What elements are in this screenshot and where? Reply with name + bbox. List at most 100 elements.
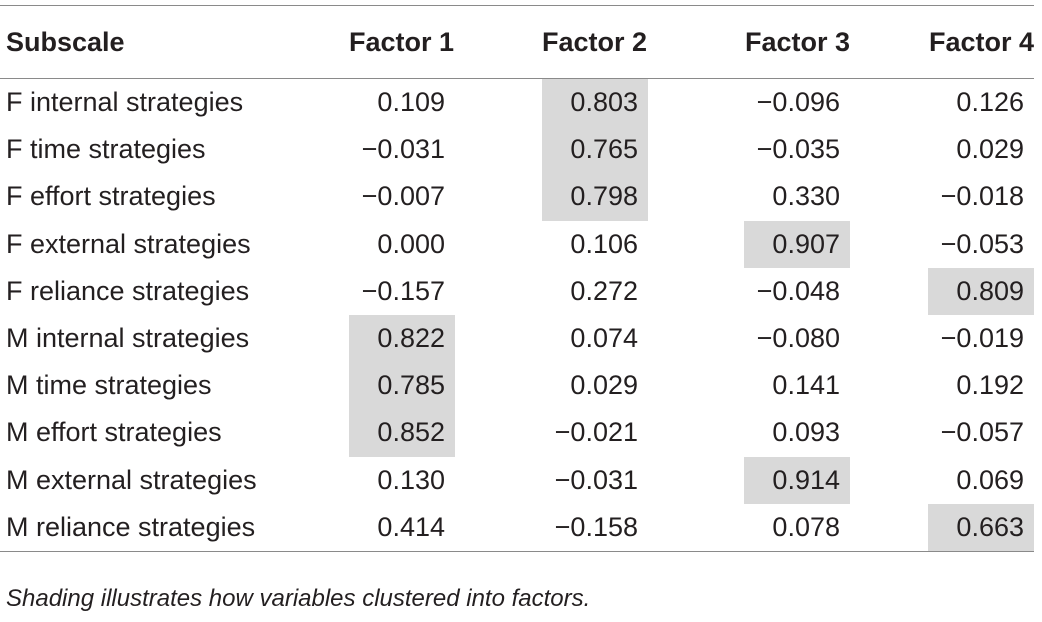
loading-value: 0.130 [377,464,445,495]
loading-value-shaded: 0.663 [928,503,1034,551]
factor-4-cell: −0.057 [850,409,1034,456]
row-subscale-label: M external strategies [6,464,257,495]
factor-2-cell: −0.021 [464,409,657,456]
factor-4-cell: −0.018 [850,173,1034,220]
loading-value: 0.109 [377,87,445,117]
factor-loadings-table-wrap: Subscale Factor 1 Factor 2 Factor 3 Fact… [0,5,1034,552]
header-factor-1: Factor 1 [348,26,454,57]
loading-value: 0.069 [956,464,1024,495]
factor-4-cell: 0.126 [850,79,1034,127]
table-row: M time strategies 0.785 0.029 0.141 0.192 [0,362,1034,410]
loading-value-shaded: 0.822 [349,314,455,363]
loading-value: 0.078 [772,511,840,542]
factor-2-cell: 0.272 [464,268,657,315]
factor-2-cell: 0.803 [464,79,657,127]
row-subscale-label: M effort strategies [6,417,222,448]
factor-4-cell: −0.053 [850,221,1034,268]
factor-1-cell: 0.785 [334,362,464,410]
loading-value: 0.141 [772,370,840,401]
loading-value: 0.093 [772,417,840,448]
table-row: M reliance strategies 0.414 −0.158 0.078 0.6… [0,503,1034,552]
factor-2-cell: 0.074 [464,315,657,362]
header-row: Subscale Factor 1 Factor 2 Factor 3 Fact… [0,5,1034,79]
loading-value: 0.106 [570,228,638,259]
factor-1-cell: −0.007 [334,173,464,220]
table-header: Subscale Factor 1 Factor 2 Factor 3 Fact… [0,5,1034,79]
loading-value-shaded: 0.798 [542,173,648,221]
factor-2-cell: 0.029 [464,362,657,409]
factor-1-cell: 0.109 [334,79,464,127]
table-body: F internal strategies 0.109 0.803 −0.096 0.1… [0,79,1034,552]
loading-value: 0.330 [772,181,840,212]
factor-4-cell: 0.029 [850,126,1034,173]
factor-1-cell: 0.852 [334,409,464,457]
loading-value: 0.074 [570,322,638,353]
factor-4-cell: 0.192 [850,362,1034,409]
loading-value: −0.158 [554,511,638,542]
loading-value-shaded: 0.785 [349,362,455,410]
factor-2-cell: 0.765 [464,126,657,174]
loading-value: −0.035 [756,134,840,165]
loading-value: −0.018 [940,181,1024,212]
loading-value: −0.057 [940,417,1024,448]
row-subscale-label: M internal strategies [6,323,250,354]
factor-loadings-table: Subscale Factor 1 Factor 2 Factor 3 Fact… [0,5,1034,552]
loading-value: 0.126 [956,87,1024,117]
loading-value: 0.029 [956,134,1024,165]
row-subscale-label: M reliance strategies [6,511,256,542]
loading-value: −0.080 [756,322,840,353]
factor-2-cell: 0.798 [464,173,657,221]
factor-1-cell: 0.822 [334,314,464,363]
factor-1-cell: 0.414 [334,504,464,552]
loading-value-shaded: 0.914 [744,456,850,504]
table-row: M external strategies 0.130 −0.031 0.914 0.0… [0,456,1034,504]
header-factor-2: Factor 2 [541,26,647,57]
row-subscale-label: F external strategies [6,228,251,259]
loading-value: −0.021 [554,417,638,448]
loading-value: −0.031 [554,464,638,495]
table-row: F reliance strategies −0.157 0.272 −0.048 0.… [0,267,1034,315]
loading-value: 0.414 [377,511,445,542]
factor-3-cell: 0.914 [657,456,850,504]
factor-3-cell: −0.048 [657,268,850,315]
loading-value: −0.019 [940,322,1024,353]
row-subscale-label: F effort strategies [6,181,216,212]
factor-4-cell: 0.809 [850,267,1034,315]
loading-value: −0.053 [940,228,1024,259]
loading-value: 0.272 [570,275,638,306]
header-factor-3: Factor 3 [744,26,850,57]
header-subscale: Subscale [6,26,125,57]
row-subscale-label: F time strategies [6,134,206,165]
factor-1-cell: 0.130 [334,457,464,504]
table-footnote: Shading illustrates how variables cluste… [6,585,591,612]
factor-1-cell: 0.000 [334,221,464,268]
factor-4-cell: 0.663 [850,503,1034,552]
factor-1-cell: −0.031 [334,126,464,173]
loading-value: 0.192 [956,370,1024,401]
loading-value: −0.031 [361,134,445,165]
loading-value-shaded: 0.852 [349,409,455,457]
factor-2-cell: 0.106 [464,221,657,268]
factor-3-cell: 0.907 [657,220,850,268]
loading-value: −0.048 [756,275,840,306]
factor-2-cell: −0.158 [464,504,657,552]
factor-3-cell: −0.096 [657,79,850,127]
row-subscale-label: M time strategies [6,370,212,401]
row-subscale-label: F internal strategies [6,87,244,118]
loading-value: −0.157 [361,275,445,306]
row-subscale-label: F reliance strategies [6,275,250,306]
loading-value: −0.007 [361,181,445,212]
factor-1-cell: −0.157 [334,268,464,315]
factor-3-cell: 0.141 [657,362,850,409]
loading-value-shaded: 0.809 [928,267,1034,315]
loading-value-shaded: 0.803 [542,79,648,127]
factor-4-cell: 0.069 [850,457,1034,504]
factor-3-cell: −0.035 [657,126,850,173]
factor-3-cell: 0.330 [657,173,850,220]
header-factor-4: Factor 4 [928,26,1034,57]
loading-value-shaded: 0.765 [542,126,648,174]
table-row: M internal strategies 0.822 0.074 −0.080 −0.… [0,314,1034,363]
table-row: F external strategies 0.000 0.106 0.907 −0.0… [0,220,1034,268]
factor-2-cell: −0.031 [464,457,657,504]
table-row: F effort strategies −0.007 0.798 0.330 −0.01… [0,173,1034,221]
